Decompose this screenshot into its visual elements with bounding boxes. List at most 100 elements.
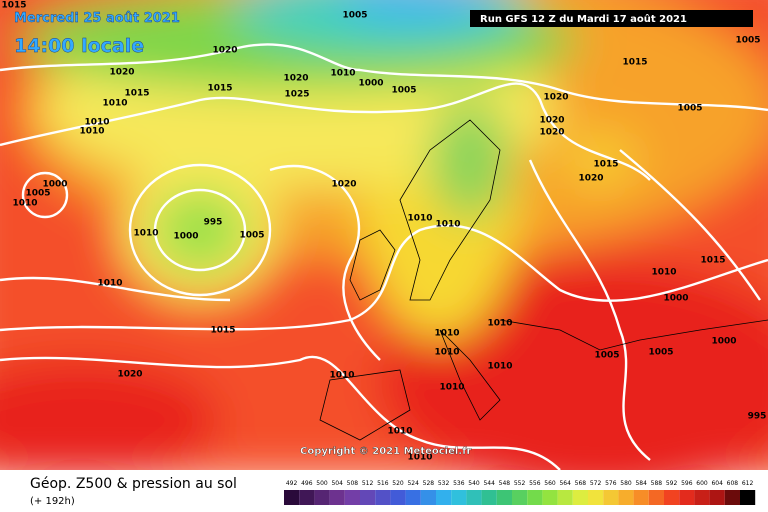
- scale-label: 544: [483, 480, 495, 487]
- scale-label: 560: [544, 480, 556, 487]
- scale-swatch: [481, 490, 497, 505]
- isobar-label: 1010: [487, 362, 512, 372]
- scale-swatch: [375, 490, 391, 505]
- scale-swatch: [724, 490, 740, 505]
- scale-swatch: [329, 490, 345, 505]
- isobar-label: 1020: [543, 93, 568, 103]
- scale-label: 548: [499, 480, 511, 487]
- scale-swatch: [740, 490, 756, 505]
- scale-label: 576: [605, 480, 617, 487]
- scale-label: 512: [362, 480, 374, 487]
- scale-swatch: [557, 490, 573, 505]
- scale-swatch: [603, 490, 619, 505]
- isobar-label: 1020: [578, 174, 603, 184]
- isobar-label: 1000: [358, 79, 383, 89]
- scale-swatch: [299, 490, 315, 505]
- scale-label: 568: [575, 480, 587, 487]
- isobar-label: 1020: [109, 68, 134, 78]
- isobar-label: 1000: [173, 232, 198, 242]
- isobar-label: 1025: [284, 90, 309, 100]
- scale-label: 500: [316, 480, 328, 487]
- scale-label: 524: [407, 480, 419, 487]
- scale-swatch: [496, 490, 512, 505]
- scale-label: 604: [711, 480, 723, 487]
- lead-time: (+ 192h): [30, 496, 75, 507]
- isobar-label: 995: [748, 412, 767, 422]
- isobar-label: 1010: [434, 348, 459, 358]
- isobar-label: 1010: [407, 453, 432, 463]
- isobar-label: 1010: [84, 118, 109, 128]
- scale-swatch: [360, 490, 376, 505]
- scale-swatch: [436, 490, 452, 505]
- scale-label: 536: [453, 480, 465, 487]
- isobar-label: 1015: [593, 160, 618, 170]
- isobar-label: 1005: [391, 86, 416, 96]
- isobar-label: 1020: [212, 46, 237, 56]
- scale-swatch: [451, 490, 467, 505]
- scale-label: 540: [468, 480, 480, 487]
- isobar-label: 1020: [331, 180, 356, 190]
- isobar-label: 1015: [210, 326, 235, 336]
- scale-label: 564: [559, 480, 571, 487]
- isobar-label: 1020: [539, 116, 564, 126]
- scale-label: 596: [681, 480, 693, 487]
- copyright: Copyright © 2021 Meteociel.fr: [300, 446, 471, 457]
- isobar-label: 1000: [663, 294, 688, 304]
- isobar-label: 1010: [407, 214, 432, 224]
- footer-title: Géop. Z500 & pression au sol: [30, 476, 237, 492]
- isobar-label: 1000: [711, 337, 736, 347]
- scale-swatch: [664, 490, 680, 505]
- isobar-label: 1010: [487, 319, 512, 329]
- scale-swatch: [572, 490, 588, 505]
- run-box: [470, 10, 753, 27]
- scale-swatch: [314, 490, 330, 505]
- isobar-label: 1010: [12, 199, 37, 209]
- scale-swatch: [679, 490, 695, 505]
- isobar-label: 1005: [648, 348, 673, 358]
- scale-label: 528: [423, 480, 435, 487]
- isobar-label: 995: [204, 218, 223, 228]
- isobar-label: 1015: [700, 256, 725, 266]
- isobar-label: 1005: [677, 104, 702, 114]
- scale-swatch: [527, 490, 543, 505]
- isobar-label: 1010: [330, 69, 355, 79]
- scale-swatch: [588, 490, 604, 505]
- scale-swatch: [694, 490, 710, 505]
- scale-swatch: [420, 490, 436, 505]
- scale-label: 580: [620, 480, 632, 487]
- scale-swatch: [390, 490, 406, 505]
- scale-swatch: [512, 490, 528, 505]
- isobar-label: 1015: [124, 89, 149, 99]
- scale-label: 520: [392, 480, 404, 487]
- scale-swatch: [284, 490, 300, 505]
- isobars: [0, 43, 768, 471]
- scale-swatch: [542, 490, 558, 505]
- scale-label: 532: [438, 480, 450, 487]
- isobar-label: 1005: [239, 231, 264, 241]
- scale-swatch: [344, 490, 360, 505]
- isobar-label: 1010: [387, 427, 412, 437]
- scale-swatch: [648, 490, 664, 505]
- scale-label: 492: [286, 480, 298, 487]
- isobar-label: 1010: [102, 99, 127, 109]
- scale-label: 592: [666, 480, 678, 487]
- scale-label: 612: [742, 480, 754, 487]
- scale-label: 496: [301, 480, 313, 487]
- isobar-label: 1010: [329, 371, 354, 381]
- scale-label: 552: [514, 480, 526, 487]
- local-time: 14:00 locale: [14, 35, 144, 57]
- scale-label: 584: [635, 480, 647, 487]
- isobar-label: 1005: [735, 36, 760, 46]
- isobar-label: 1000: [42, 180, 67, 190]
- isobar-label: 1010: [435, 220, 460, 230]
- isobar-label: 1015: [622, 58, 647, 68]
- run-info: Run GFS 12 Z du Mardi 17 août 2021: [480, 13, 687, 25]
- scale-swatch: [633, 490, 649, 505]
- isobar-label: 1010: [97, 279, 122, 289]
- scale-swatch: [709, 490, 725, 505]
- isobar-label: 1010: [439, 383, 464, 393]
- isobar-label: 1015: [207, 84, 232, 94]
- scale-label: 608: [727, 480, 739, 487]
- scale-swatch: [618, 490, 634, 505]
